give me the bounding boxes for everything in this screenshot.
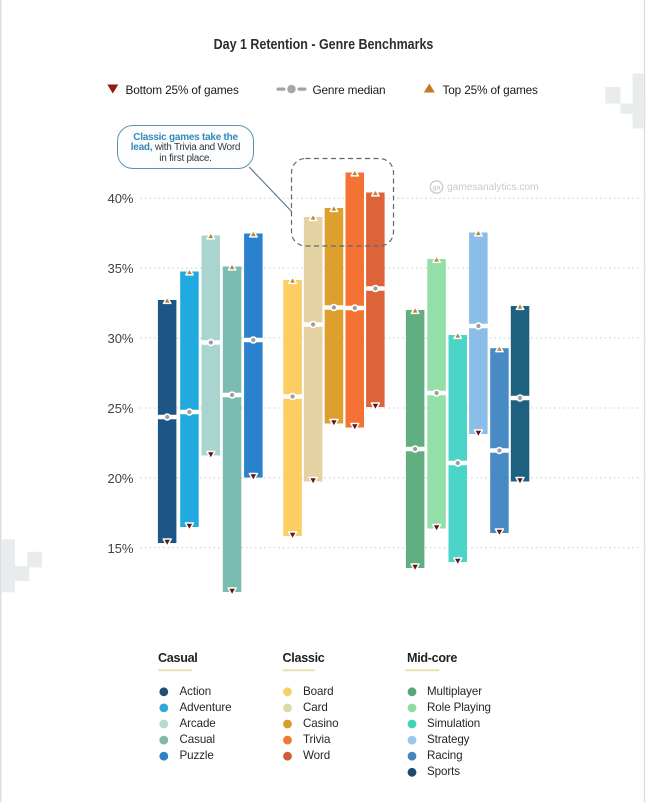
svg-text:ga: ga <box>433 185 441 192</box>
